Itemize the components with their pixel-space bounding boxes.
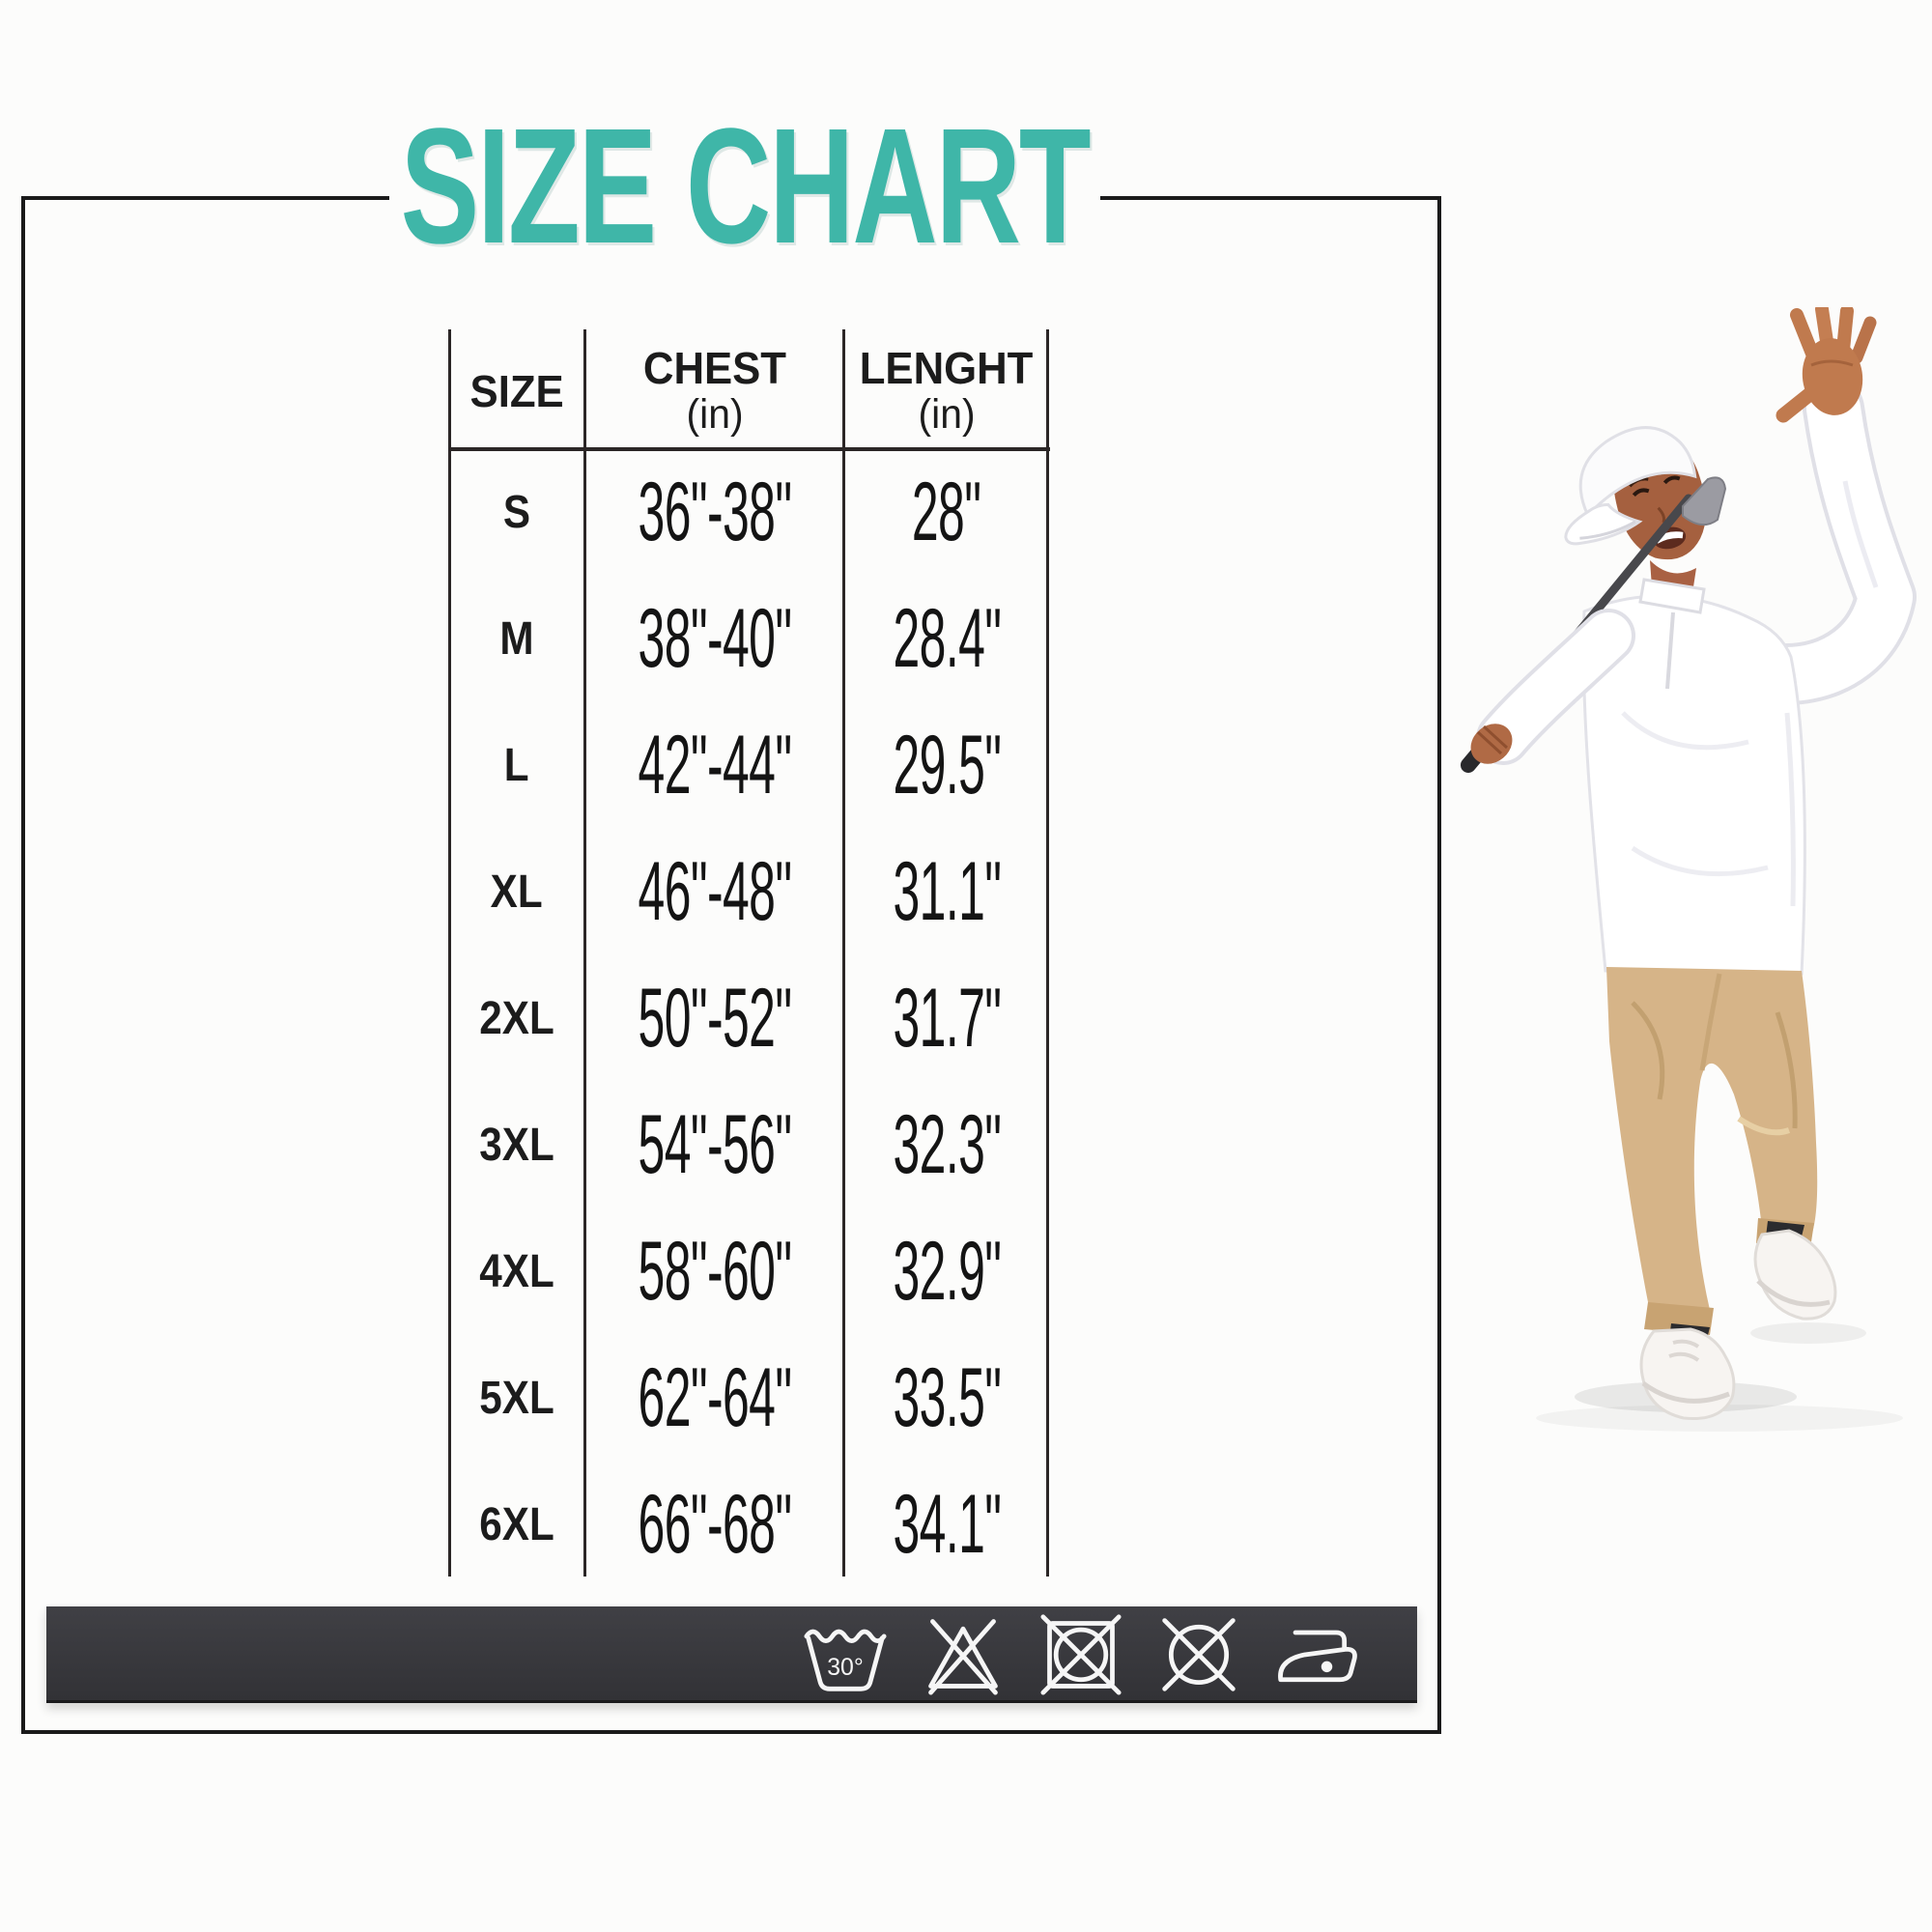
size-label: 6XL — [479, 1499, 554, 1550]
title-background — [389, 141, 1100, 255]
size-label: XL — [491, 867, 543, 918]
raised-arm — [1754, 378, 1917, 705]
do-not-tumble-dry-icon — [1040, 1613, 1122, 1695]
collar — [1638, 578, 1706, 614]
table-row: 5XL 62"-64" 33.5" — [448, 1335, 1049, 1462]
column-header-length-unit: (in) — [918, 391, 976, 438]
size-label: 5XL — [479, 1373, 554, 1424]
chest-value: 42"-44" — [638, 719, 793, 811]
column-header-size-label: SIZE — [469, 366, 564, 416]
table-row: 4XL 58"-60" 32.9" — [448, 1208, 1049, 1335]
right-eye — [1662, 475, 1681, 485]
table-row: 2XL 50"-52" 31.7" — [448, 955, 1049, 1082]
table-row: L 42"-44" 29.5" — [448, 702, 1049, 829]
shoe-laces — [1668, 1339, 1700, 1362]
length-value: 32.3" — [893, 1098, 1001, 1191]
length-value: 29.5" — [893, 719, 1001, 811]
table-header: SIZE CHEST (in) LENGHT (in) — [448, 329, 1049, 447]
column-header-size: SIZE — [448, 329, 585, 447]
column-header-chest: CHEST (in) — [585, 329, 844, 447]
length-value: 32.9" — [893, 1225, 1001, 1318]
column-header-chest-unit: (in) — [686, 391, 744, 438]
chest-value: 46"-48" — [638, 845, 793, 938]
table-header-underline — [449, 447, 1050, 451]
wash-temp-label: 30° — [827, 1654, 864, 1680]
nose — [1657, 506, 1666, 524]
page-title-text: SIZE CHART — [400, 95, 1092, 278]
wash-30-icon: 30° — [804, 1629, 887, 1691]
length-value: 31.7" — [893, 972, 1001, 1065]
iron-icon — [1278, 1630, 1357, 1682]
table-line-col2 — [842, 329, 845, 1577]
size-label: 4XL — [479, 1246, 554, 1297]
care-instructions-bar: 30° — [46, 1606, 1417, 1703]
column-header-length: LENGHT (in) — [844, 329, 1049, 447]
chest-value: 62"-64" — [638, 1351, 793, 1444]
left-eye — [1632, 488, 1650, 497]
club-head — [1682, 476, 1727, 526]
head — [1564, 426, 1711, 560]
table-row: XL 46"-48" 31.1" — [448, 829, 1049, 955]
length-value: 31.1" — [893, 845, 1001, 938]
table-row: 6XL 66"-68" 34.1" — [448, 1462, 1049, 1588]
chest-value: 36"-38" — [638, 466, 793, 558]
do-not-dry-clean-icon — [1162, 1617, 1236, 1691]
size-label: 3XL — [479, 1120, 554, 1171]
chest-value: 58"-60" — [638, 1225, 793, 1318]
column-header-chest-label: CHEST — [642, 343, 787, 393]
waving-hand — [1776, 307, 1877, 423]
length-value: 28" — [912, 466, 981, 558]
length-value: 34.1" — [893, 1478, 1001, 1571]
chest-value: 54"-56" — [638, 1098, 793, 1191]
shirt-torso — [1581, 594, 1806, 976]
size-label: S — [502, 487, 531, 538]
white-sneakers — [1639, 1229, 1837, 1421]
length-value: 28.4" — [893, 592, 1001, 685]
column-header-length-label: LENGHT — [860, 343, 1034, 393]
table-row: 3XL 54"-56" 32.3" — [448, 1082, 1049, 1208]
size-label: L — [504, 740, 529, 791]
table-line-left — [448, 329, 451, 1577]
floor-shadow — [1536, 1405, 1903, 1432]
golfer-photo — [1461, 307, 1917, 1432]
chest-value: 38"-40" — [638, 592, 793, 685]
chest-value: 50"-52" — [638, 972, 793, 1065]
table-row: M 38"-40" 28.4" — [448, 576, 1049, 702]
size-label: 2XL — [479, 993, 554, 1044]
table-line-col1 — [583, 329, 586, 1577]
chest-value: 66"-68" — [638, 1478, 793, 1571]
table-row: S 36"-38" 28" — [448, 449, 1049, 576]
table-line-right — [1046, 329, 1049, 1577]
front-arm — [1470, 609, 1635, 765]
do-not-bleach-icon — [928, 1618, 998, 1695]
length-value: 33.5" — [893, 1351, 1001, 1444]
size-label: M — [499, 613, 534, 665]
zipper — [1665, 611, 1675, 690]
white-cap — [1564, 426, 1697, 546]
page-title: SIZE CHART — [389, 95, 1100, 278]
